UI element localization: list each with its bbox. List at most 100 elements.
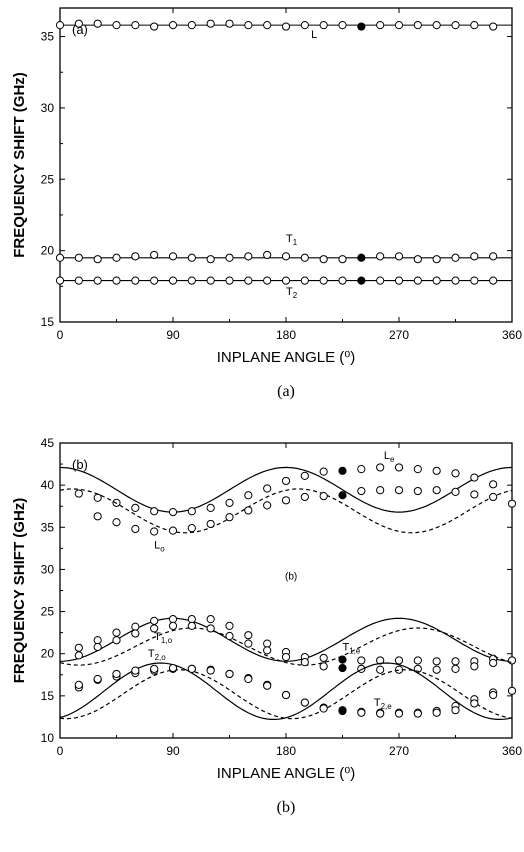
data-point-le — [470, 473, 479, 482]
data-point-le — [150, 507, 159, 516]
y-tick-label: 10 — [41, 731, 55, 745]
data-point-t1-o — [338, 663, 347, 673]
figure-caption: (b) — [277, 799, 296, 816]
data-point-t1-o — [451, 664, 460, 673]
data-point-t1 — [338, 255, 347, 264]
data-point-l — [470, 21, 479, 30]
data-point-le — [338, 466, 347, 475]
data-point-lo — [244, 506, 253, 515]
data-point-t2 — [225, 276, 234, 285]
y-tick-label: 15 — [41, 315, 55, 329]
data-point-t2 — [319, 276, 328, 285]
data-point-t1-o — [74, 651, 83, 660]
y-axis-title: FREQUENCY SHIFT (GHz) — [11, 498, 28, 684]
plot-frame — [59, 7, 513, 323]
y-tick-label: 30 — [41, 101, 55, 115]
data-point-le — [187, 507, 196, 516]
fit-curve-le — [59, 466, 513, 513]
data-point-t1 — [263, 250, 272, 260]
data-point-l — [451, 21, 460, 30]
data-point-t1 — [281, 252, 291, 261]
data-point-le — [300, 471, 309, 480]
data-point-t2 — [281, 276, 291, 285]
data-point-t1 — [413, 255, 422, 264]
data-point-t1 — [432, 255, 441, 264]
data-point-l — [281, 22, 291, 31]
data-point-le — [451, 469, 460, 478]
data-point-l — [74, 19, 83, 28]
data-point-t1-e — [187, 615, 196, 624]
data-point-le — [74, 489, 83, 498]
data-point-le — [394, 463, 404, 472]
series-label: T1 — [286, 233, 298, 247]
data-point-lo — [187, 524, 196, 533]
data-point-t1-o — [112, 636, 121, 645]
data-point-t1 — [244, 252, 253, 261]
data-point-t2-e — [131, 666, 140, 675]
data-point-t1-e — [150, 616, 159, 625]
x-tick-label: 180 — [276, 328, 296, 342]
data-point-t1-e — [507, 656, 517, 665]
data-point-t1 — [131, 252, 140, 261]
data-point-t1-e — [357, 656, 366, 665]
x-tick-label: 90 — [166, 744, 180, 758]
data-point-t2-e — [507, 686, 517, 695]
data-point-t1 — [168, 252, 178, 261]
y-tick-label: 30 — [41, 562, 55, 576]
data-point-lo — [507, 499, 517, 508]
data-point-t1-e — [338, 655, 347, 664]
y-tick-label: 35 — [41, 520, 55, 534]
data-point-lo — [281, 496, 291, 505]
data-point-lo — [432, 486, 441, 495]
data-point-le — [263, 484, 272, 493]
data-point-t2-e — [357, 708, 366, 717]
data-point-t2-e — [300, 698, 309, 707]
data-point-t1 — [319, 255, 328, 264]
fit-curve-t1-o — [59, 627, 513, 666]
series-label: L — [311, 29, 317, 41]
data-point-le — [244, 491, 253, 500]
data-point-t2 — [112, 276, 121, 285]
data-point-t2 — [470, 276, 479, 285]
y-tick-label: 40 — [41, 478, 55, 492]
data-point-t2 — [338, 276, 347, 285]
data-point-lo — [376, 486, 385, 495]
data-point-le — [131, 503, 140, 512]
y-tick-label: 45 — [41, 436, 55, 450]
y-tick-label: 20 — [41, 647, 55, 661]
x-axis-title: INPLANE ANGLE (⁰) — [217, 349, 356, 366]
data-point-t1-o — [376, 665, 385, 674]
data-point-t2 — [357, 276, 366, 285]
data-point-le — [489, 480, 498, 489]
data-point-t1-o — [187, 621, 196, 631]
data-point-t2 — [93, 276, 102, 285]
data-point-t2 — [300, 276, 309, 285]
data-point-t1-e — [244, 631, 253, 640]
data-point-l — [357, 22, 366, 31]
data-point-t2-e — [93, 674, 102, 684]
data-point-t1-o — [131, 629, 140, 638]
data-point-t1-o — [168, 621, 178, 631]
data-point-lo — [394, 486, 404, 495]
data-point-t2 — [489, 276, 498, 285]
data-point-l — [150, 22, 159, 31]
y-tick-label: 35 — [41, 30, 55, 44]
data-point-lo — [225, 513, 234, 522]
data-point-t2-e — [432, 708, 441, 717]
data-point-lo — [451, 487, 460, 496]
data-point-t2 — [150, 276, 159, 285]
data-point-l — [432, 21, 441, 30]
data-point-t1-o — [394, 665, 404, 674]
x-tick-label: 360 — [502, 744, 522, 758]
data-point-t1 — [470, 252, 479, 261]
data-point-t2 — [451, 276, 460, 285]
data-point-le — [413, 465, 422, 474]
data-point-le — [357, 465, 366, 474]
data-point-l — [131, 21, 140, 30]
data-point-t1-o — [206, 624, 215, 633]
data-point-lo — [470, 490, 479, 499]
data-point-l — [93, 19, 102, 28]
series-label: T1,e — [343, 641, 361, 655]
data-point-t2-e — [206, 666, 215, 675]
